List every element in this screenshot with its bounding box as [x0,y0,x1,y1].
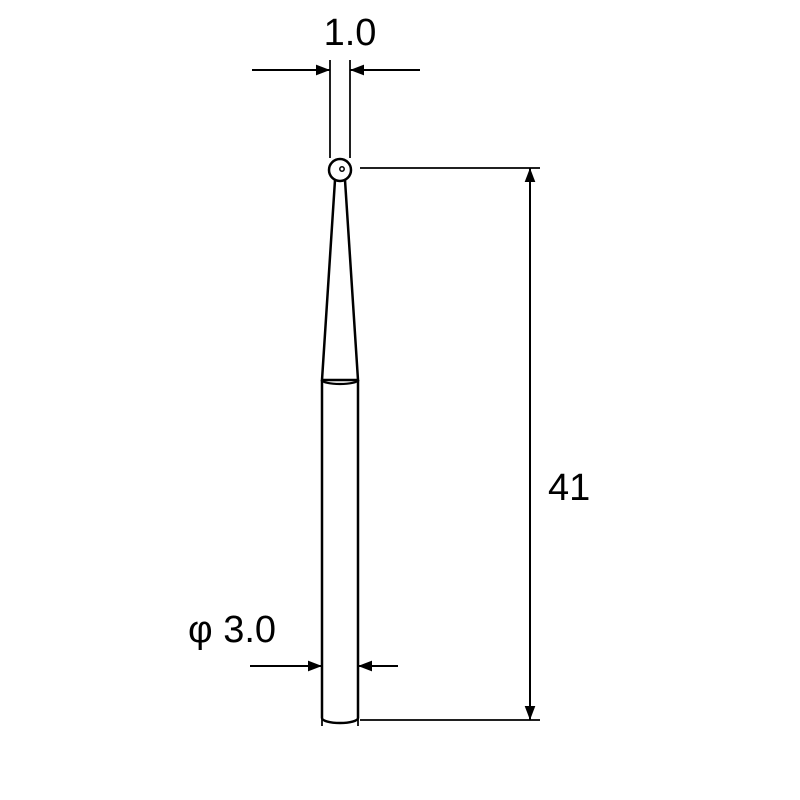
shank-diameter-label: φ 3.0 [188,609,276,651]
tip-diameter-label: 1.0 [324,12,377,54]
technical-drawing: 1.0 41 φ 3.0 [0,0,800,800]
shank [322,380,358,723]
overall-length-label: 41 [548,467,590,509]
canvas-bg [0,0,800,800]
